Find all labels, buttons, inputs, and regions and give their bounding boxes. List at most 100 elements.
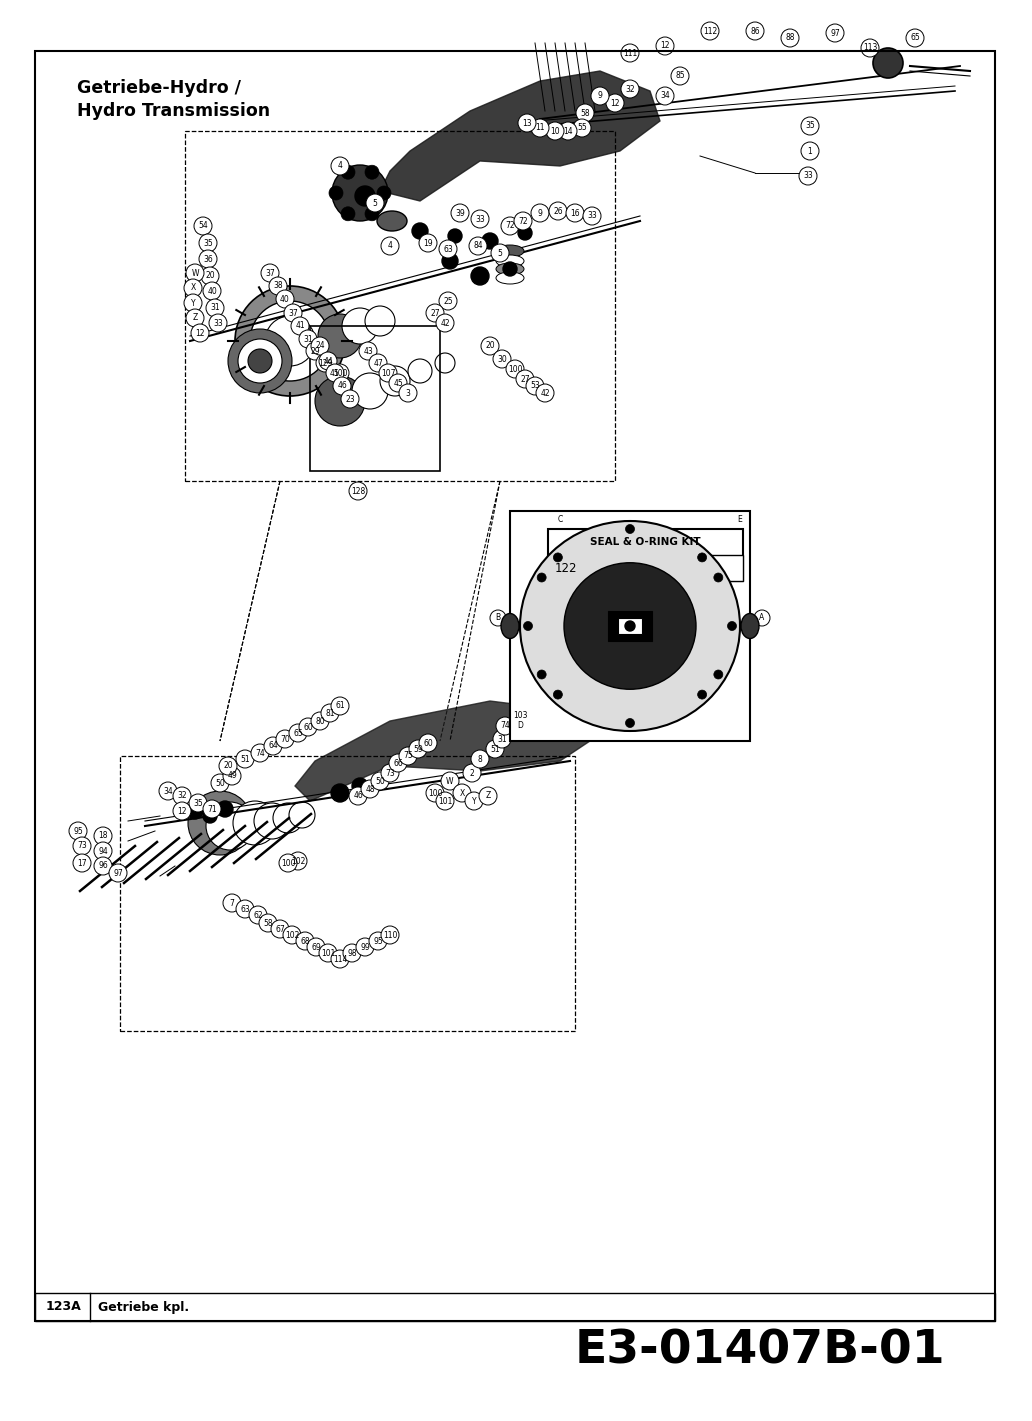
Text: 49: 49: [227, 772, 237, 780]
Text: 54: 54: [198, 222, 207, 230]
Text: 110: 110: [383, 931, 397, 939]
Text: 40: 40: [280, 294, 290, 304]
Ellipse shape: [496, 271, 524, 284]
Circle shape: [553, 553, 562, 561]
Text: C: C: [557, 514, 562, 523]
Circle shape: [453, 784, 471, 801]
Circle shape: [482, 233, 498, 249]
Ellipse shape: [496, 244, 524, 257]
Ellipse shape: [496, 254, 524, 267]
Text: 75: 75: [404, 752, 413, 760]
Circle shape: [436, 352, 455, 372]
Text: 80: 80: [315, 716, 325, 726]
Circle shape: [307, 938, 325, 956]
Text: 5: 5: [497, 249, 503, 257]
Circle shape: [380, 367, 410, 396]
Circle shape: [439, 291, 457, 310]
Text: 12: 12: [610, 98, 620, 108]
Text: 19: 19: [423, 239, 432, 247]
Circle shape: [496, 718, 514, 735]
Text: 60: 60: [303, 722, 313, 732]
Circle shape: [861, 38, 879, 57]
Text: 9: 9: [598, 91, 603, 101]
Circle shape: [343, 944, 361, 962]
Text: D: D: [517, 722, 523, 730]
Text: 33: 33: [803, 172, 813, 180]
Circle shape: [250, 301, 330, 381]
Circle shape: [316, 354, 334, 372]
Circle shape: [471, 267, 489, 286]
Circle shape: [254, 803, 290, 838]
Text: 1: 1: [808, 146, 812, 155]
Circle shape: [873, 48, 903, 78]
Text: B: B: [495, 614, 501, 622]
Circle shape: [365, 165, 379, 179]
Circle shape: [573, 119, 591, 136]
Circle shape: [191, 324, 209, 342]
Text: 74: 74: [255, 749, 265, 757]
Bar: [548, 556, 743, 581]
Text: 100: 100: [332, 368, 347, 378]
Ellipse shape: [741, 614, 759, 638]
Text: Getriebe kpl.: Getriebe kpl.: [98, 1300, 189, 1313]
Circle shape: [331, 156, 349, 175]
Circle shape: [606, 94, 624, 112]
Text: 16: 16: [571, 209, 580, 217]
Text: 27: 27: [520, 375, 529, 384]
Ellipse shape: [501, 614, 519, 638]
Circle shape: [361, 780, 379, 799]
Text: 73: 73: [385, 769, 395, 777]
Text: 9: 9: [538, 209, 543, 217]
Circle shape: [319, 352, 337, 369]
Circle shape: [206, 298, 224, 317]
Text: 45: 45: [330, 368, 340, 378]
Text: 97: 97: [114, 868, 123, 878]
Circle shape: [291, 317, 309, 335]
Circle shape: [714, 573, 722, 583]
Text: 20: 20: [223, 762, 233, 770]
Circle shape: [307, 342, 324, 360]
Text: 8: 8: [478, 755, 482, 763]
Text: X: X: [459, 789, 464, 797]
Circle shape: [356, 938, 374, 956]
Circle shape: [299, 718, 317, 736]
Circle shape: [552, 512, 568, 527]
Circle shape: [228, 330, 292, 394]
Circle shape: [366, 195, 384, 212]
Circle shape: [206, 801, 254, 850]
Circle shape: [701, 21, 719, 40]
Circle shape: [441, 772, 459, 790]
Text: 69: 69: [311, 942, 321, 952]
Circle shape: [326, 364, 344, 382]
Circle shape: [486, 740, 504, 757]
Circle shape: [321, 703, 338, 722]
Text: 95: 95: [73, 827, 83, 836]
Circle shape: [426, 784, 444, 801]
Circle shape: [315, 377, 365, 426]
Circle shape: [283, 926, 301, 944]
Text: 17: 17: [77, 858, 87, 867]
Circle shape: [203, 800, 221, 818]
Text: 81: 81: [325, 709, 334, 718]
Circle shape: [201, 267, 219, 286]
Text: 55: 55: [577, 124, 587, 132]
Text: 51: 51: [490, 745, 499, 753]
Text: 33: 33: [587, 212, 596, 220]
Text: 50: 50: [375, 776, 385, 786]
Circle shape: [188, 791, 252, 855]
Text: 7: 7: [229, 898, 234, 908]
Circle shape: [289, 725, 307, 742]
Circle shape: [591, 87, 609, 105]
Text: 67: 67: [276, 925, 285, 934]
Circle shape: [94, 843, 112, 860]
Text: W: W: [191, 269, 199, 277]
Circle shape: [538, 573, 546, 583]
Circle shape: [746, 21, 764, 40]
Text: 37: 37: [288, 308, 298, 317]
Circle shape: [531, 205, 549, 222]
Text: 102: 102: [291, 857, 305, 865]
Circle shape: [377, 186, 391, 200]
Circle shape: [261, 264, 279, 281]
Polygon shape: [295, 701, 590, 801]
Circle shape: [625, 719, 635, 728]
